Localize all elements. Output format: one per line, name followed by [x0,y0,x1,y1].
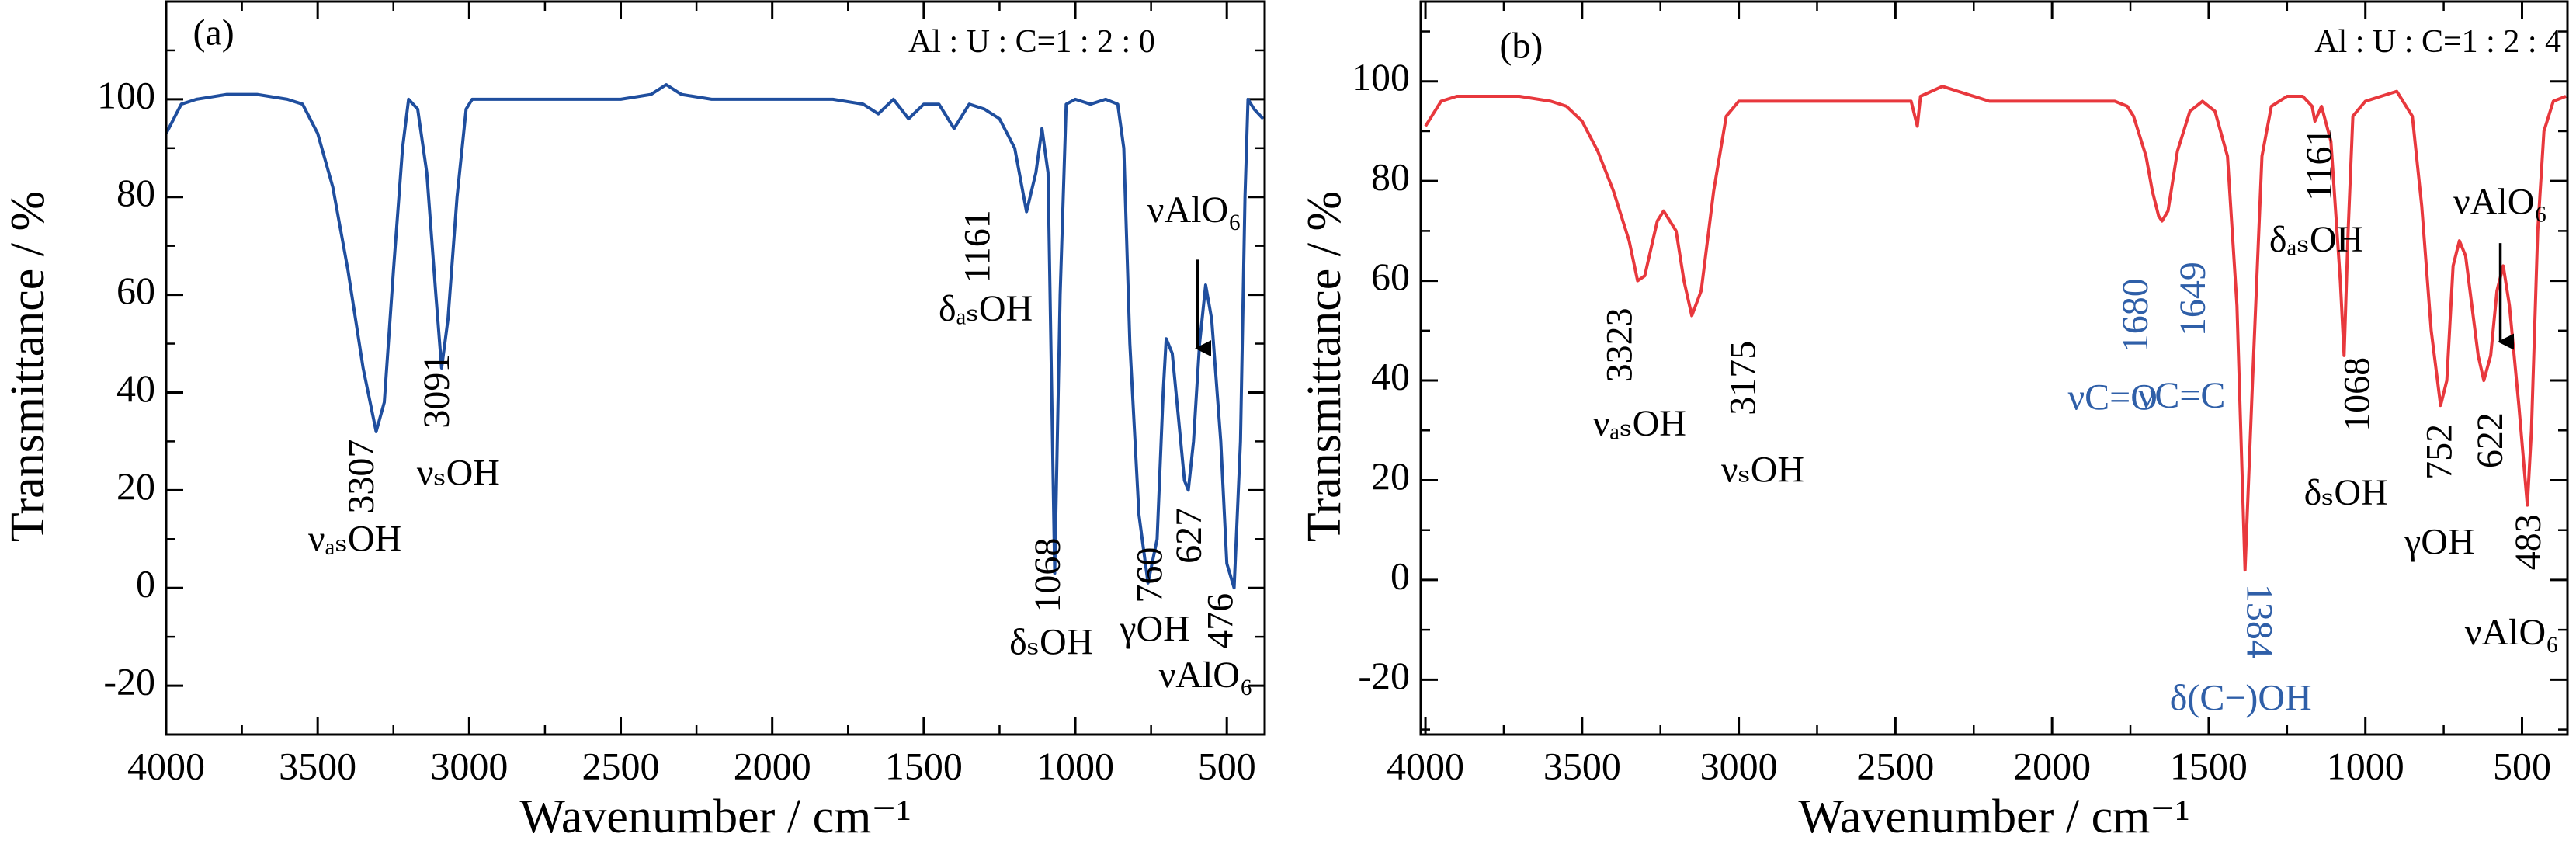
annotation: Al : U : C=1 : 2 : 0 [908,24,1155,60]
spectrum-line [1424,85,2567,572]
annotation: 1161 [956,210,998,283]
y-tick-label: -20 [1358,654,1410,697]
y-tick-label: 20 [116,464,155,508]
annotation: νAlO₆ [1147,189,1241,231]
x-tick-label: 3000 [1700,744,1778,787]
y-tick-label: 0 [1390,554,1410,597]
annotation: νAlO₆ [1159,655,1253,696]
annotation: νₛOH [417,453,500,494]
annotation: 760 [1129,547,1170,603]
x-tick-label: 2000 [2013,744,2091,787]
annotation: Al : U : C=1 : 2 : 4 [2314,24,2561,60]
annotation: δₛOH [2304,472,2388,513]
annotation: γOH [2404,522,2475,563]
y-tick-label: 80 [116,171,155,214]
x-tick-label: 500 [1198,744,1256,787]
y-tick-label: 40 [1371,355,1410,398]
annotation: 1161 [2299,127,2340,200]
y-axis-label: Transmittance / % [2,191,54,542]
x-axis-label: Wavenumber / cm⁻¹ [1798,790,2189,843]
x-tick-label: 2000 [734,744,811,787]
annotation: δₐₛOH [2269,219,2363,260]
x-tick-label: 1000 [1036,744,1114,787]
annotation: νₛOH [1721,449,1804,490]
y-tick-label: 40 [116,366,155,410]
annotation: 1680 [2115,278,2156,353]
annotation: 627 [1168,508,1210,564]
y-tick-label: 60 [116,269,155,312]
annotation: 3091 [416,354,457,429]
spectrum-line [165,83,1265,590]
annotation: δ(C−)OH [2170,678,2312,719]
plot-frame [165,0,1266,736]
panel: 4000 3500 3000 2500 2000 1500 1000 500 -20 0 20 40 6… [1298,0,2569,843]
annotation: 3175 [1722,341,1763,415]
annotation: 752 [2419,424,2460,480]
x-tick-label: 3000 [430,744,508,787]
annotation: 1384 [2238,584,2279,658]
annotation: νₐₛOH [1593,403,1686,444]
x-tick-label: 2500 [582,744,660,787]
y-tick-label: -20 [103,660,155,703]
y-tick-label: 80 [1371,155,1410,199]
y-tick-label: 100 [1352,55,1410,99]
annotation: δₐₛOH [939,288,1033,329]
annotation: (b) [1499,25,1543,66]
x-tick-label: 500 [2493,744,2551,787]
annotation: νAlO₆ [2465,612,2559,653]
x-tick-label: 3500 [1543,744,1621,787]
annotation: 476 [1199,593,1241,649]
x-tick-label: 1500 [885,744,963,787]
annotation: νₐₛOH [308,518,401,559]
x-tick-label: 4000 [1387,744,1464,787]
y-tick-label: 0 [136,562,155,606]
x-tick-label: 3500 [279,744,356,787]
annotation: νC=O [2067,377,2157,418]
plot-frame [1419,0,2569,736]
y-tick-label: 60 [1371,255,1410,298]
annotation: 1068 [1027,538,1068,613]
annotation: 1068 [2337,357,2378,432]
annotation: (a) [193,12,234,54]
x-tick-label: 1000 [2327,744,2404,787]
annotation: 622 [2470,412,2511,468]
annotation: 3323 [1599,307,1640,382]
annotation: 483 [2508,514,2549,570]
annotation: γOH [1119,609,1190,650]
annotation: δₛOH [1009,622,1093,663]
annotation: νC=C [2138,375,2226,416]
annotation: 3307 [341,439,382,514]
x-tick-label: 1500 [2170,744,2248,787]
x-tick-label: 2500 [1856,744,1934,787]
y-tick-label: 20 [1371,454,1410,498]
annotation: 1649 [2172,262,2213,336]
y-axis-label: Transmittance / % [1298,191,1351,542]
panel: 4000 3500 3000 2500 2000 1500 1000 500 -20 0 20 40 6… [2,0,1266,843]
y-tick-label: 100 [97,73,155,116]
x-axis-label: Wavenumber / cm⁻¹ [519,790,911,843]
x-tick-label: 4000 [127,744,205,787]
annotation: νAlO₆ [2453,182,2547,223]
